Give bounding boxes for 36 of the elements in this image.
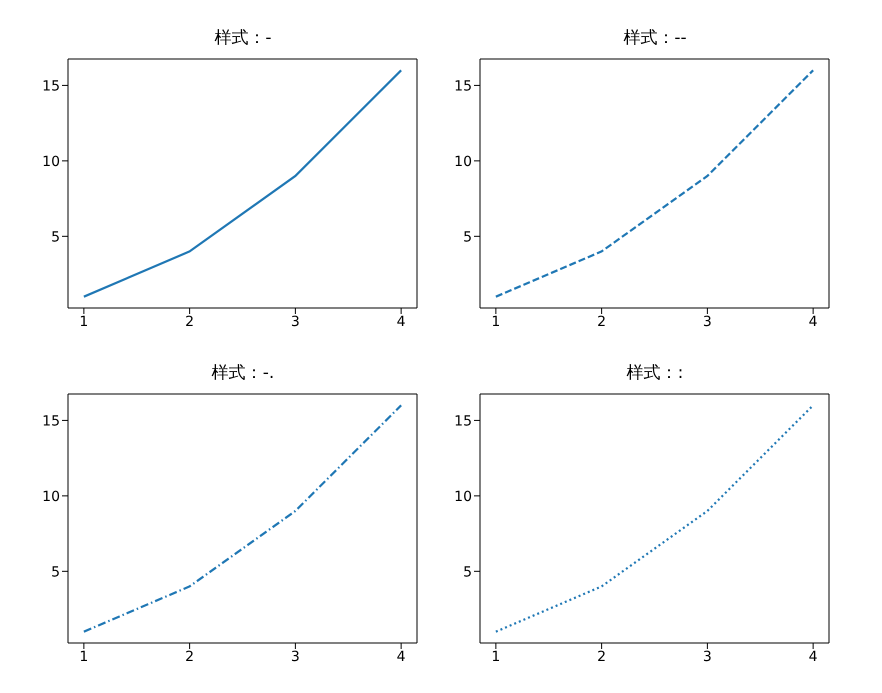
x-tick-label: 1 [491,648,500,665]
y-tick-label: 5 [51,564,60,580]
y-tick-label: 10 [454,154,472,170]
chart-title: 样式：-- [622,27,688,49]
line-series [494,69,814,298]
chart-title: 样式：-. [210,362,276,384]
x-tick-label: 4 [396,648,406,665]
x-tick-label: 2 [597,648,606,665]
y-tick-label: 10 [42,154,60,170]
chart-title: 样式：: [626,362,684,384]
y-tick-label: 10 [42,488,60,505]
y-tick-label: 10 [454,488,472,505]
line-series [494,404,814,633]
x-tick-label: 4 [396,314,406,330]
x-tick-label: 2 [597,314,606,330]
x-tick-label: 3 [702,314,712,330]
line-series [82,69,402,298]
x-tick-label: 3 [290,648,300,665]
line-series [82,404,402,633]
x-tick-label: 3 [290,314,300,330]
x-tick-label: 4 [808,314,818,330]
y-tick-label: 15 [454,413,472,430]
x-tick-label: 1 [79,314,88,330]
x-tick-label: 1 [79,648,88,665]
x-tick-label: 2 [185,648,194,665]
y-tick-label: 15 [42,78,60,94]
y-tick-label: 5 [463,564,472,580]
chart-title: 样式：- [213,27,273,49]
y-tick-label: 5 [463,229,472,246]
x-tick-label: 2 [185,314,194,330]
x-tick-label: 3 [702,648,712,665]
x-tick-label: 1 [491,314,500,330]
y-tick-label: 15 [454,78,472,94]
y-tick-label: 15 [42,413,60,430]
y-tick-label: 5 [51,229,60,246]
x-tick-label: 4 [808,648,818,665]
